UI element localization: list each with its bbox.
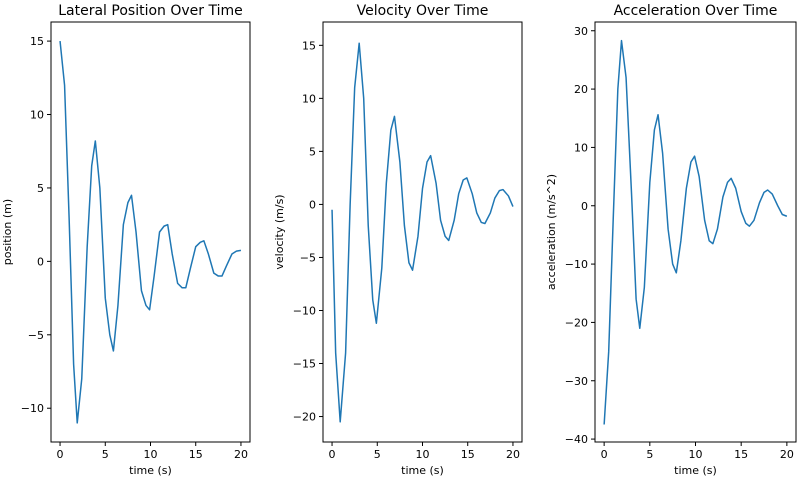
x-tick-label: 15 bbox=[461, 448, 475, 461]
y-tick-label: 20 bbox=[574, 83, 588, 96]
x-tick-label: 15 bbox=[734, 448, 748, 461]
y-tick-label: 15 bbox=[302, 39, 316, 52]
x-tick-label: 10 bbox=[144, 448, 158, 461]
y-tick-label: 10 bbox=[302, 92, 316, 105]
series-line bbox=[603, 39, 788, 425]
y-tick-label: 15 bbox=[30, 35, 44, 48]
y-tick-label: −10 bbox=[565, 258, 588, 271]
y-tick-label: 10 bbox=[574, 141, 588, 154]
plot-frame bbox=[594, 21, 797, 443]
chart-title: Acceleration Over Time bbox=[614, 3, 778, 19]
y-tick-label: 10 bbox=[30, 109, 44, 122]
x-axis-label: time (s) bbox=[129, 464, 172, 477]
x-tick-label: 10 bbox=[689, 448, 703, 461]
y-tick-label: −20 bbox=[565, 316, 588, 329]
chart-title: Velocity Over Time bbox=[357, 3, 489, 19]
y-tick-label: −5 bbox=[300, 251, 316, 264]
plot-frame bbox=[50, 21, 251, 443]
y-tick-label: 0 bbox=[37, 255, 44, 268]
y-tick-label: 5 bbox=[37, 182, 44, 195]
y-tick-label: −20 bbox=[293, 411, 316, 424]
x-tick-label: 15 bbox=[189, 448, 203, 461]
x-tick-label: 5 bbox=[102, 448, 109, 461]
x-tick-label: 20 bbox=[780, 448, 794, 461]
x-axis-label: time (s) bbox=[674, 464, 717, 477]
y-tick-label: 30 bbox=[574, 25, 588, 38]
x-tick-label: 0 bbox=[57, 448, 64, 461]
x-tick-label: 20 bbox=[234, 448, 248, 461]
series-line bbox=[59, 41, 242, 424]
y-tick-label: −10 bbox=[293, 304, 316, 317]
y-tick-label: −40 bbox=[565, 433, 588, 446]
y-axis-label: velocity (m/s) bbox=[273, 194, 286, 269]
series-line bbox=[331, 42, 514, 423]
x-tick-label: 5 bbox=[646, 448, 653, 461]
y-tick-label: 0 bbox=[581, 200, 588, 213]
plot-frame bbox=[322, 21, 523, 443]
y-tick-label: 0 bbox=[309, 198, 316, 211]
x-tick-label: 0 bbox=[601, 448, 608, 461]
x-tick-label: 10 bbox=[416, 448, 430, 461]
y-tick-label: −5 bbox=[28, 329, 44, 342]
x-axis-label: time (s) bbox=[401, 464, 444, 477]
y-tick-label: −10 bbox=[21, 402, 44, 415]
x-tick-label: 5 bbox=[374, 448, 381, 461]
y-tick-label: −30 bbox=[565, 375, 588, 388]
x-tick-label: 0 bbox=[329, 448, 336, 461]
y-axis-label: acceleration (m/s^2) bbox=[545, 174, 558, 290]
y-tick-label: −15 bbox=[293, 358, 316, 371]
chart-title: Lateral Position Over Time bbox=[58, 3, 243, 19]
y-axis-label: position (m) bbox=[1, 199, 14, 265]
x-tick-label: 20 bbox=[506, 448, 520, 461]
y-tick-label: 5 bbox=[309, 145, 316, 158]
